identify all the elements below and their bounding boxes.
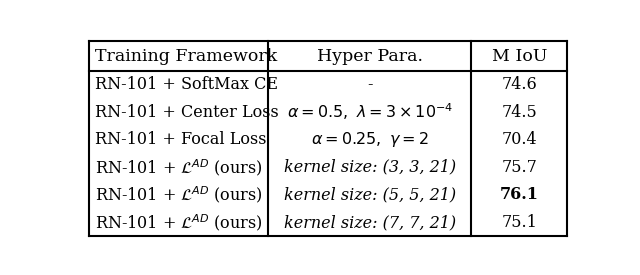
- Text: 74.6: 74.6: [501, 76, 537, 93]
- Text: $\alpha = 0.5,\ \lambda = 3 \times 10^{-4}$: $\alpha = 0.5,\ \lambda = 3 \times 10^{-…: [287, 102, 453, 122]
- Text: M IoU: M IoU: [492, 48, 547, 65]
- Text: 75.7: 75.7: [501, 159, 537, 176]
- Text: kernel size: (7, 7, 21): kernel size: (7, 7, 21): [284, 214, 456, 231]
- Text: Training Framework: Training Framework: [95, 48, 278, 65]
- Text: kernel size: (5, 5, 21): kernel size: (5, 5, 21): [284, 186, 456, 204]
- Text: 76.1: 76.1: [500, 186, 539, 204]
- Text: RN-101 + SoftMax CE: RN-101 + SoftMax CE: [95, 76, 278, 93]
- Text: RN-101 + Center Loss: RN-101 + Center Loss: [95, 104, 279, 121]
- Text: RN-101 + $\mathcal{L}^{AD}$ (ours): RN-101 + $\mathcal{L}^{AD}$ (ours): [95, 157, 263, 178]
- Text: RN-101 + Focal Loss: RN-101 + Focal Loss: [95, 131, 267, 148]
- Text: 74.5: 74.5: [501, 104, 537, 121]
- Text: 70.4: 70.4: [502, 131, 537, 148]
- Text: RN-101 + $\mathcal{L}^{AD}$ (ours): RN-101 + $\mathcal{L}^{AD}$ (ours): [95, 212, 263, 233]
- Text: RN-101 + $\mathcal{L}^{AD}$ (ours): RN-101 + $\mathcal{L}^{AD}$ (ours): [95, 185, 263, 205]
- Text: $\alpha = 0.25,\ \gamma = 2$: $\alpha = 0.25,\ \gamma = 2$: [311, 130, 429, 149]
- Text: kernel size: (3, 3, 21): kernel size: (3, 3, 21): [284, 159, 456, 176]
- Text: Hyper Para.: Hyper Para.: [317, 48, 423, 65]
- Text: 75.1: 75.1: [501, 214, 537, 231]
- Text: -: -: [367, 76, 372, 93]
